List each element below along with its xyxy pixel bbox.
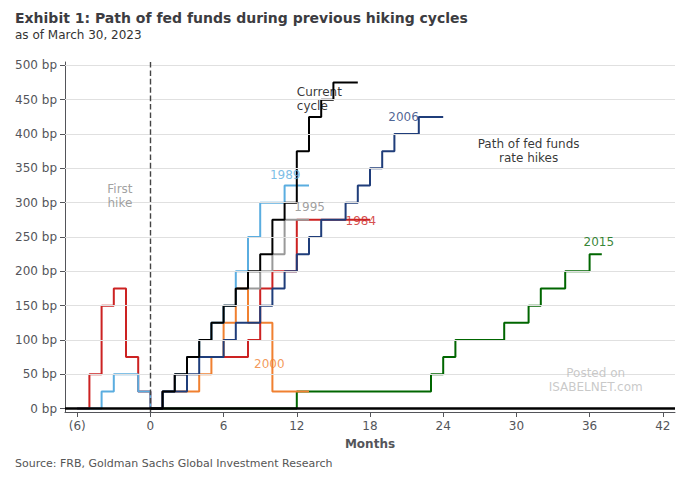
svg-text:0: 0: [147, 419, 155, 433]
svg-text:as of March 30, 2023: as of March 30, 2023: [15, 28, 142, 42]
svg-text:500 bp: 500 bp: [15, 58, 57, 72]
svg-text:250 bp: 250 bp: [15, 230, 57, 244]
svg-text:(6): (6): [69, 419, 86, 433]
svg-text:24: 24: [436, 419, 451, 433]
svg-text:Current: Current: [297, 85, 342, 99]
svg-text:150 bp: 150 bp: [15, 299, 57, 313]
svg-text:0 bp: 0 bp: [30, 402, 57, 416]
svg-text:First: First: [107, 182, 133, 196]
svg-text:200 bp: 200 bp: [15, 264, 57, 278]
svg-text:rate hikes: rate hikes: [499, 151, 558, 165]
svg-text:30: 30: [509, 419, 524, 433]
svg-text:2015: 2015: [584, 235, 615, 249]
svg-text:12: 12: [289, 419, 304, 433]
svg-text:Posted on: Posted on: [566, 366, 625, 380]
svg-text:1984: 1984: [346, 214, 377, 228]
svg-text:hike: hike: [107, 196, 132, 210]
svg-text:1989: 1989: [270, 168, 301, 182]
svg-text:400 bp: 400 bp: [15, 127, 57, 141]
svg-text:1995: 1995: [294, 200, 325, 214]
svg-text:Months: Months: [345, 437, 395, 451]
svg-text:450 bp: 450 bp: [15, 93, 57, 107]
svg-text:Exhibit 1: Path of fed funds d: Exhibit 1: Path of fed funds during prev…: [15, 10, 468, 26]
svg-text:50 bp: 50 bp: [23, 367, 57, 381]
svg-text:100 bp: 100 bp: [15, 333, 57, 347]
svg-text:2000: 2000: [254, 357, 285, 371]
svg-text:Path of fed funds: Path of fed funds: [478, 137, 580, 151]
svg-text:36: 36: [582, 419, 597, 433]
svg-text:Source: FRB, Goldman Sachs Glo: Source: FRB, Goldman Sachs Global Invest…: [15, 457, 333, 470]
svg-text:300 bp: 300 bp: [15, 196, 57, 210]
svg-text:18: 18: [362, 419, 377, 433]
svg-text:350 bp: 350 bp: [15, 161, 57, 175]
svg-text:6: 6: [220, 419, 228, 433]
svg-text:2006: 2006: [388, 110, 419, 124]
svg-text:cycle: cycle: [297, 99, 328, 113]
svg-text:ISABELNET.com: ISABELNET.com: [549, 380, 643, 394]
svg-text:42: 42: [655, 419, 670, 433]
